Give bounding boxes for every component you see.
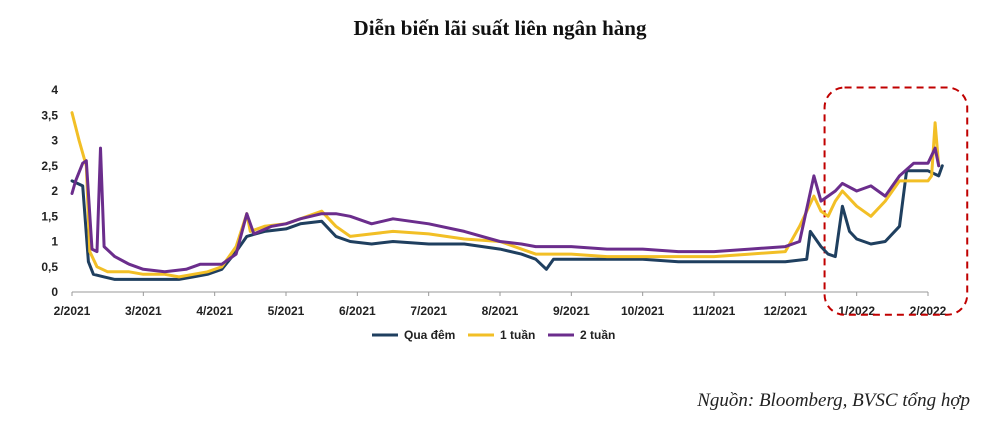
legend-label: 2 tuần (580, 328, 615, 342)
x-tick-label: 3/2021 (125, 304, 162, 318)
x-tick-label: 11/2021 (693, 304, 736, 318)
legend-label: 1 tuần (500, 328, 535, 342)
x-tick-label: 6/2021 (339, 304, 376, 318)
x-tick-label: 2/2022 (910, 304, 947, 318)
series-layer (70, 111, 944, 281)
series-line (70, 164, 944, 281)
x-tick-label: 10/2021 (621, 304, 665, 318)
x-tick-label: 8/2021 (482, 304, 519, 318)
y-tick-label: 0,5 (41, 260, 58, 274)
y-tick-label: 3,5 (41, 108, 58, 122)
series-line (70, 146, 941, 274)
x-tick-label: 2/2021 (54, 304, 91, 318)
y-tick-label: 2,5 (41, 159, 58, 173)
y-tick-label: 1 (51, 235, 58, 249)
legend: Qua đêm 1 tuần 2 tuần (372, 328, 615, 342)
x-tick-label: 4/2021 (196, 304, 233, 318)
x-tick-label: 7/2021 (410, 304, 447, 318)
chart-axes: 0 0,5 1 1,5 2 2,5 3 3,5 4 2/2021 3/2021 4/2021 5/202… (41, 83, 969, 318)
source-note: Nguồn: Bloomberg, BVSC tổng hợp (697, 390, 970, 411)
series-line (70, 111, 941, 279)
legend-label: Qua đêm (404, 328, 455, 342)
y-tick-label: 3 (51, 134, 58, 148)
x-tick-label: 1/2022 (838, 304, 875, 318)
y-tick-label: 4 (51, 83, 58, 97)
x-tick-label: 5/2021 (268, 304, 305, 318)
chart-title: Diễn biến lãi suất liên ngân hàng (353, 16, 647, 40)
y-tick-label: 0 (51, 285, 58, 299)
x-tick-label: 12/2021 (764, 304, 808, 318)
x-tick-label: 9/2021 (553, 304, 590, 318)
y-tick-label: 1,5 (41, 209, 58, 223)
y-tick-label: 2 (51, 184, 58, 198)
highlight-box (823, 86, 969, 316)
